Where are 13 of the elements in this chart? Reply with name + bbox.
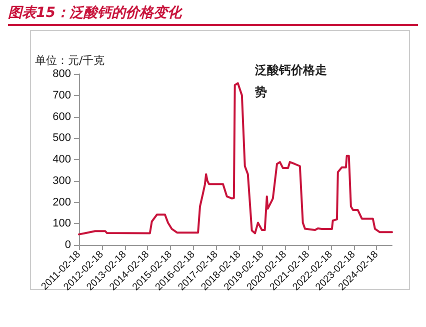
line-series <box>78 82 393 236</box>
y-tick-label: 500 <box>52 132 71 144</box>
y-tick-label: 200 <box>52 196 71 208</box>
y-tick-label: 800 <box>52 68 71 80</box>
y-tick-label: 100 <box>52 218 71 230</box>
chart-subtitle: 泛酸钙价格走势 <box>254 63 327 99</box>
y-tick-label: 600 <box>52 110 71 123</box>
y-axis-title: 单位：元/千克 <box>35 54 105 67</box>
y-tick-label: 400 <box>52 154 71 166</box>
chart-title: 图表15：泛酸钙的价格变化 <box>8 2 418 26</box>
y-tick-label: 0 <box>64 239 71 251</box>
y-tick-label: 300 <box>52 174 71 187</box>
y-tick-label: 700 <box>52 89 71 102</box>
